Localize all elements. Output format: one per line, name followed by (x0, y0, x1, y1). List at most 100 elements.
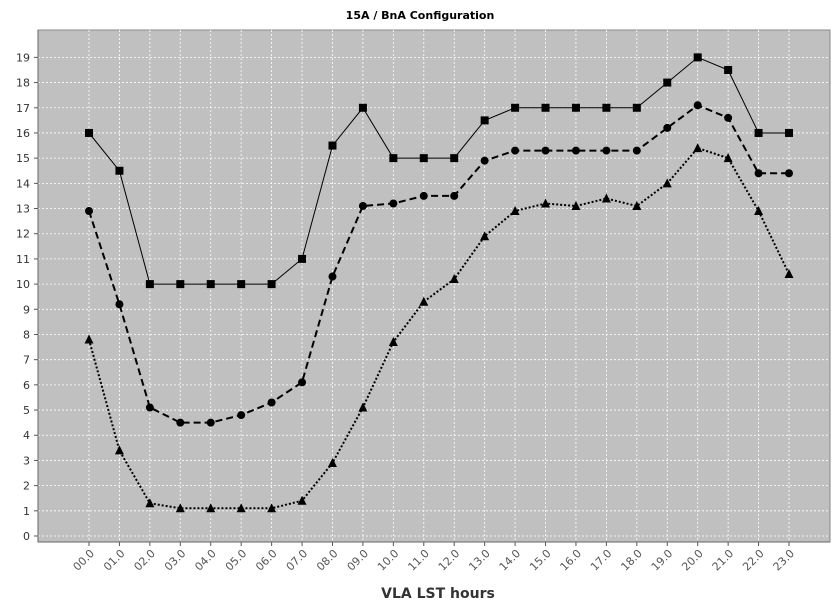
series-1-square-marker (267, 280, 276, 289)
series-2-circle-marker (541, 146, 550, 155)
series-3-triangle-marker (388, 337, 398, 347)
y-tick-label: 14 (16, 177, 30, 190)
series-1-square-marker (724, 65, 733, 74)
y-tick-label: 7 (23, 354, 30, 367)
series-3-triangle-marker (480, 231, 490, 241)
series-2-circle-marker (632, 146, 641, 155)
y-tick-label: 13 (16, 203, 30, 216)
series-2-circle-marker (328, 272, 337, 281)
y-tick-label: 16 (16, 127, 30, 140)
series-1-square-marker (480, 116, 489, 125)
y-tick-label: 10 (16, 278, 30, 291)
series-2-circle-marker (145, 403, 154, 412)
series-3-triangle-marker (541, 198, 551, 208)
series-2-circle-marker (176, 418, 185, 427)
series-2-circle-marker (663, 123, 672, 132)
series-1-square-marker (602, 103, 611, 112)
series-2-circle-marker (693, 101, 702, 110)
y-tick-label: 5 (23, 404, 30, 417)
series-2-circle-marker (115, 300, 124, 309)
series-1-square-marker (85, 128, 93, 137)
series-2-circle-marker (785, 169, 793, 178)
series-2-circle-marker (419, 191, 428, 200)
y-tick-label: 15 (16, 152, 30, 165)
plot-background (37, 29, 831, 543)
y-tick-label: 17 (16, 102, 30, 115)
series-2-circle-marker (571, 146, 580, 155)
y-tick-label: 1 (23, 505, 30, 518)
series-2-circle-marker (602, 146, 611, 155)
series-3-triangle-marker (267, 503, 277, 513)
series-3-triangle-marker (723, 153, 733, 163)
series-1-square-marker (176, 280, 185, 289)
y-tick-label: 3 (23, 454, 30, 467)
series-1-square-marker (298, 254, 307, 263)
series-1-square-marker (511, 103, 520, 112)
series-3-triangle-marker (571, 201, 581, 211)
series-2-circle-marker (85, 207, 93, 216)
y-tick-label: 6 (23, 379, 30, 392)
series-1-square-marker (358, 103, 367, 112)
chart-title: 15A / BnA Configuration (346, 9, 495, 22)
series-1-square-marker (785, 128, 793, 137)
series-1-square-marker (663, 78, 672, 87)
series-3-triangle-marker (327, 457, 337, 467)
series-1-square-marker (328, 141, 337, 150)
y-tick-label: 2 (23, 480, 30, 493)
series-1-square-marker (541, 103, 550, 112)
series-3-triangle-marker (236, 503, 246, 513)
series-1-square-marker (145, 280, 154, 289)
series-3-triangle-marker (297, 495, 307, 505)
series-3-triangle-marker (206, 503, 216, 513)
series-3-triangle-marker (693, 143, 703, 153)
series-1-square-marker (237, 280, 246, 289)
series-3-triangle-marker (84, 334, 94, 344)
series-3-triangle-marker (754, 206, 764, 216)
series-3-triangle-marker (449, 274, 459, 284)
series-3-triangle-marker (601, 193, 611, 203)
series-2-circle-marker (206, 418, 215, 427)
series-1-square-marker (754, 128, 763, 137)
series-2-circle-marker (389, 199, 398, 208)
series-2-circle-marker (480, 156, 489, 165)
series-1-line (88, 56, 789, 285)
y-tick-label: 8 (23, 328, 30, 341)
series-3-triangle-marker (419, 296, 429, 306)
series-3-triangle-marker (784, 269, 794, 279)
y-tick-label: 18 (16, 77, 30, 90)
series-2-circle-marker (358, 202, 367, 211)
series-2-circle-marker (237, 411, 246, 420)
y-tick-label: 9 (23, 303, 30, 316)
y-tick-label: 0 (23, 530, 30, 543)
series-1-square-marker (389, 154, 398, 163)
series-2-circle-marker (511, 146, 520, 155)
series-1-square-marker (419, 154, 428, 163)
series-1-square-marker (632, 103, 641, 112)
y-tick-label: 11 (16, 253, 30, 266)
x-axis-label: VLA LST hours (381, 586, 495, 602)
series-2-line (88, 104, 789, 424)
series-2-circle-marker (298, 378, 307, 387)
series-3-triangle-marker (145, 498, 155, 508)
series-3-triangle-marker (175, 503, 185, 513)
series-1-square-marker (115, 166, 124, 175)
y-tick-label: 4 (23, 429, 30, 442)
y-tick-label: 12 (16, 228, 30, 241)
series-3-triangle-marker (510, 206, 520, 216)
series-1-square-marker (206, 280, 215, 289)
series-3-line (88, 146, 790, 510)
series-2-circle-marker (724, 113, 733, 122)
series-2-circle-marker (267, 398, 276, 407)
series-3-triangle-marker (662, 178, 672, 188)
series-3-triangle-marker (114, 445, 124, 455)
series-1-square-marker (450, 154, 459, 163)
series-3-triangle-marker (632, 201, 642, 211)
series-3-triangle-marker (358, 402, 368, 412)
series-1-square-marker (693, 53, 702, 62)
series-1-square-marker (571, 103, 580, 112)
y-tick-label: 19 (16, 51, 30, 64)
series-2-circle-marker (754, 169, 763, 178)
